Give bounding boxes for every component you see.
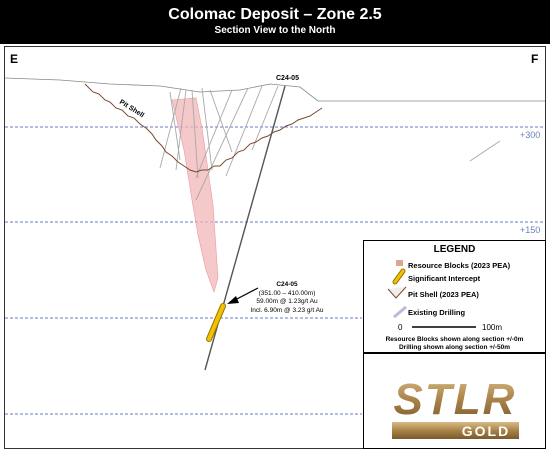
legend-box: LEGEND Resource Blocks (2023 PEA) Signif… <box>363 240 546 353</box>
drill-trace <box>169 91 181 161</box>
legend-title: LEGEND <box>433 244 476 255</box>
drill-trace <box>195 87 249 201</box>
elevation-label-300: +300 <box>520 130 540 140</box>
existing-drill-holes <box>159 85 279 201</box>
company-logo-box: STLR GOLD <box>363 353 546 449</box>
drill-trace <box>195 89 233 179</box>
callout-arrowhead <box>227 296 239 304</box>
resource-blocks-zone <box>171 97 219 293</box>
annotation-included-grade: Incl. 6.90m @ 3.23 g/t Au <box>250 306 324 314</box>
corner-label-east: E <box>10 52 19 66</box>
logo-wordmark: STLR <box>394 375 517 424</box>
significant-intercept-bar <box>207 304 225 341</box>
scale-start-label: 0 <box>398 323 403 332</box>
intercept-swatch <box>393 269 405 284</box>
pit-shell-outline <box>84 83 323 173</box>
title-banner: Colomac Deposit – Zone 2.5 Section View … <box>0 0 550 44</box>
pit-shell-swatch <box>387 286 407 299</box>
drill-trace <box>159 87 182 169</box>
pit-shell-label: Pit Shell <box>118 99 145 120</box>
annotation-hole-id: C24-05 <box>276 281 298 288</box>
drill-trace <box>175 89 187 171</box>
legend-note-resource: Resource Blocks shown along section +/-0… <box>385 336 524 343</box>
elevation-label-150: +150 <box>520 225 540 235</box>
topography-line <box>4 77 545 102</box>
legend-note-drilling: Drilling shown along section +/-50m <box>398 344 511 351</box>
far-drill-trace <box>469 140 501 162</box>
legend-item-significant-intercept: Significant Intercept <box>408 274 481 283</box>
annotation-grade: 59.00m @ 1.23g/t Au <box>256 298 318 305</box>
annotation-interval: (351.00 – 410.00m) <box>258 289 316 297</box>
drill-trace <box>251 85 279 151</box>
logo-subtext: GOLD <box>462 423 510 439</box>
drill-trace <box>225 85 263 177</box>
corner-label-west: F <box>531 52 539 66</box>
stlr-gold-logo: STLR GOLD <box>392 375 519 439</box>
drill-trace <box>209 89 233 153</box>
legend-item-existing-drilling: Existing Drilling <box>408 308 466 317</box>
logo-sub-band <box>392 422 519 439</box>
intercept-annotation: C24-05 (351.00 – 410.00m) 59.00m @ 1.23g… <box>223 281 351 315</box>
drill-hole-label: C24-05 <box>276 75 299 82</box>
drill-trace <box>201 87 213 171</box>
page-subtitle: Section View to the North <box>214 25 336 36</box>
scale-end-label: 100m <box>482 323 503 332</box>
page-title: Colomac Deposit – Zone 2.5 <box>168 6 382 23</box>
drilling-swatch <box>393 305 407 319</box>
drill-trace <box>191 89 199 179</box>
legend-item-pit-shell: Pit Shell (2023 PEA) <box>408 290 479 299</box>
legend-icons <box>387 260 476 328</box>
legend-item-resource-blocks: Resource Blocks (2023 PEA) <box>408 261 511 270</box>
resource-blocks-swatch <box>396 260 403 266</box>
